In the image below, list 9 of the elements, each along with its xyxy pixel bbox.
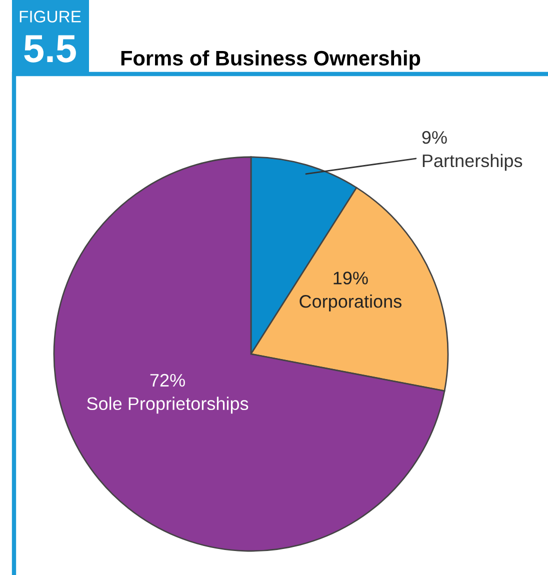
slice-label: Corporations	[300, 294, 402, 312]
data-label: 72%	[150, 374, 185, 387]
text: 5.5	[24, 35, 76, 62]
slice-label: Partnerships	[422, 154, 522, 171]
data-label: 9%	[422, 131, 447, 144]
slice-label: Sole Proprietorships	[87, 396, 248, 414]
data-label: 19%	[334, 272, 368, 284]
chart-title: Forms of Business Ownership	[121, 50, 420, 70]
text: FIGURE	[20, 10, 81, 22]
